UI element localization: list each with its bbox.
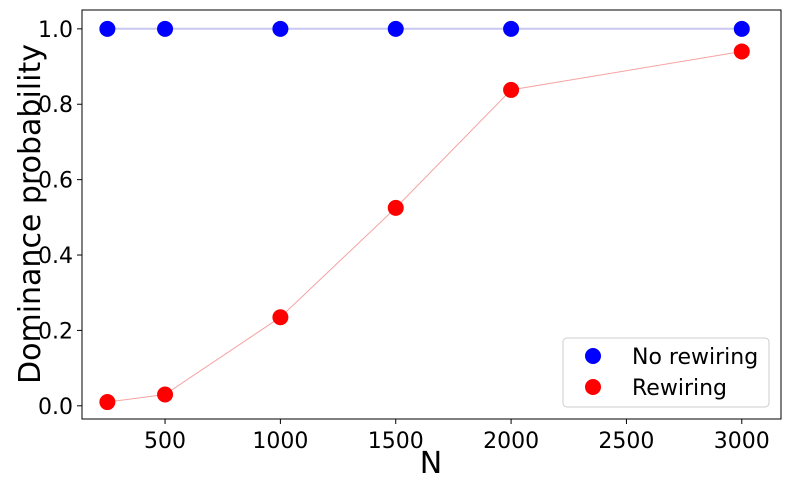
x-axis-label: N — [420, 446, 442, 481]
series-lines — [107, 27, 742, 403]
x-tick-label: 500 — [144, 429, 186, 454]
y-tick-label: 0.0 — [38, 395, 73, 420]
data-point-rewiring — [272, 309, 289, 326]
x-tick-label: 1000 — [252, 429, 308, 454]
data-point-rewiring — [503, 81, 520, 98]
y-tick-label: 1.0 — [38, 18, 73, 43]
data-point-no-rewiring — [157, 20, 174, 37]
y-tick-label: 0.8 — [38, 93, 73, 118]
data-point-no-rewiring — [733, 20, 750, 37]
legend-label-rewiring: Rewiring — [632, 376, 727, 401]
legend-marker-rewiring — [585, 379, 601, 395]
legend-box — [562, 337, 770, 408]
x-tick-label: 3000 — [714, 429, 770, 454]
series-line-rewiring — [107, 51, 742, 403]
y-tick-label: 0.2 — [38, 319, 73, 344]
data-point-no-rewiring — [99, 20, 116, 37]
x-tick-label: 2500 — [598, 429, 654, 454]
data-point-rewiring — [99, 394, 116, 411]
y-tick-label: 0.6 — [38, 169, 73, 194]
legend-label-no-rewiring: No rewiring — [632, 345, 758, 370]
y-axis-ticks: 0.0 0.2 0.4 0.6 0.8 1.0 — [38, 18, 82, 420]
y-axis-label: Dominance probability — [13, 44, 48, 384]
x-axis-ticks: 500 1000 1500 2000 2500 3000 — [144, 419, 770, 454]
data-point-no-rewiring — [387, 20, 404, 37]
data-point-no-rewiring — [272, 20, 289, 37]
data-point-no-rewiring — [503, 20, 520, 37]
data-point-rewiring — [733, 43, 750, 60]
y-tick-label: 0.4 — [38, 244, 73, 269]
plot-frame — [81, 9, 782, 420]
legend-marker-no-rewiring — [585, 348, 601, 364]
data-point-rewiring — [157, 386, 174, 403]
legend: No rewiring Rewiring — [562, 337, 770, 408]
x-tick-label: 1500 — [368, 429, 424, 454]
series-markers — [99, 20, 750, 411]
x-tick-label: 2000 — [483, 429, 539, 454]
data-point-rewiring — [387, 199, 404, 216]
